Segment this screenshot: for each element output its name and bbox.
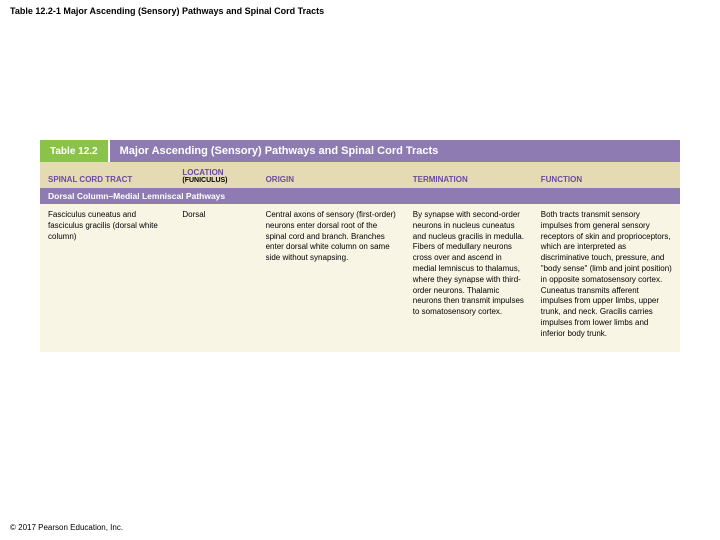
table-figure: Table 12.2 Major Ascending (Sensory) Pat…: [40, 140, 680, 352]
col-location: LOCATION (FUNICULUS): [174, 162, 257, 188]
table-number-tab: Table 12.2: [40, 140, 110, 162]
cell-tract: Fasciculus cuneatus and fasciculus graci…: [40, 204, 174, 352]
figure-caption: Table 12.2-1 Major Ascending (Sensory) P…: [10, 6, 324, 16]
col-origin: ORIGIN: [258, 162, 405, 188]
section-header-cell: Dorsal Column–Medial Lemniscal Pathways: [40, 188, 680, 204]
cell-function: Both tracts transmit sensory impulses fr…: [533, 204, 680, 352]
copyright-text: © 2017 Pearson Education, Inc.: [10, 523, 123, 532]
col-location-sub: (FUNICULUS): [182, 177, 249, 184]
cell-termination: By synapse with second-order neurons in …: [405, 204, 533, 352]
table-title: Major Ascending (Sensory) Pathways and S…: [110, 140, 680, 162]
col-termination: TERMINATION: [405, 162, 533, 188]
cell-origin: Central axons of sensory (first-order) n…: [258, 204, 405, 352]
table-row: Fasciculus cuneatus and fasciculus graci…: [40, 204, 680, 352]
cell-location: Dorsal: [174, 204, 257, 352]
table-header: SPINAL CORD TRACT LOCATION (FUNICULUS) O…: [40, 162, 680, 188]
pathways-table: SPINAL CORD TRACT LOCATION (FUNICULUS) O…: [40, 162, 680, 352]
table-title-bar: Table 12.2 Major Ascending (Sensory) Pat…: [40, 140, 680, 162]
col-location-top: LOCATION: [182, 168, 223, 177]
page: Table 12.2-1 Major Ascending (Sensory) P…: [0, 0, 720, 540]
col-spinal-tract: SPINAL CORD TRACT: [40, 162, 174, 188]
col-function: FUNCTION: [533, 162, 680, 188]
section-header-row: Dorsal Column–Medial Lemniscal Pathways: [40, 188, 680, 204]
